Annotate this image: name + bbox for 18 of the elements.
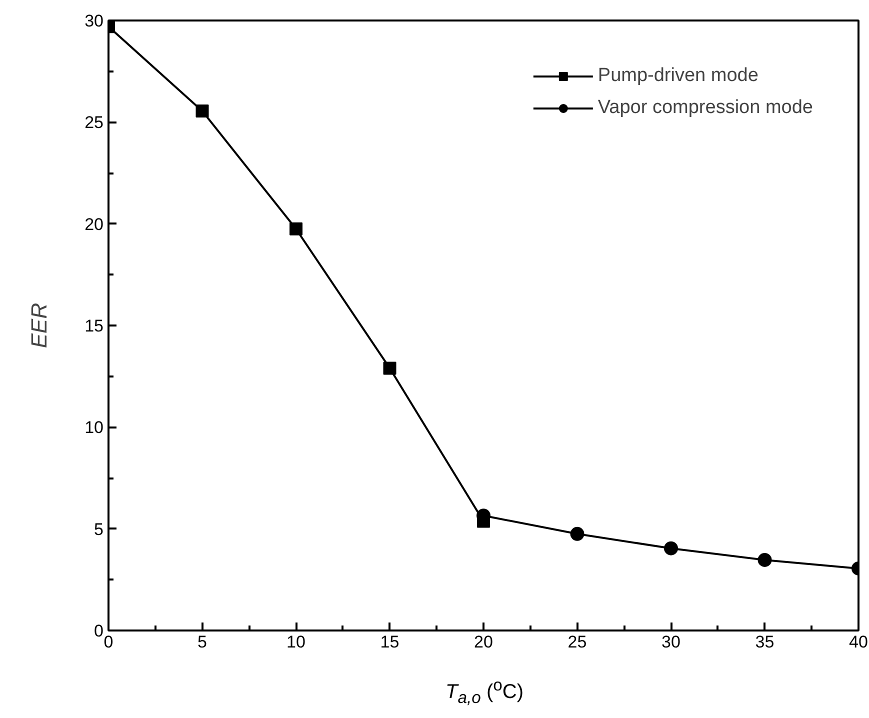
y-tick-label: 30: [84, 12, 104, 30]
x-tick-label: 40: [849, 632, 868, 652]
y-tick-label: 15: [84, 316, 104, 336]
x-tick-label: 15: [380, 632, 400, 652]
x-tick-label: 10: [286, 632, 306, 652]
y-tick-label: 20: [84, 214, 104, 234]
legend-label: Pump-driven mode: [598, 65, 758, 87]
x-tick-label: 5: [198, 632, 207, 652]
x-tick-label: 35: [755, 632, 774, 652]
x-tick-label: 25: [568, 632, 587, 652]
x-axis-title: T$_{a,o}$ ($^{o}$C): [446, 675, 524, 707]
y-tick-label: 25: [84, 113, 104, 132]
y-tick-label: 10: [84, 418, 104, 438]
y-axis-title: EER: [26, 302, 52, 348]
x-tick-label: 20: [474, 632, 493, 652]
x-tick-label: 30: [662, 632, 680, 652]
legend-label: Vapor compression mode: [598, 97, 813, 119]
y-tick-label: 5: [94, 520, 104, 539]
